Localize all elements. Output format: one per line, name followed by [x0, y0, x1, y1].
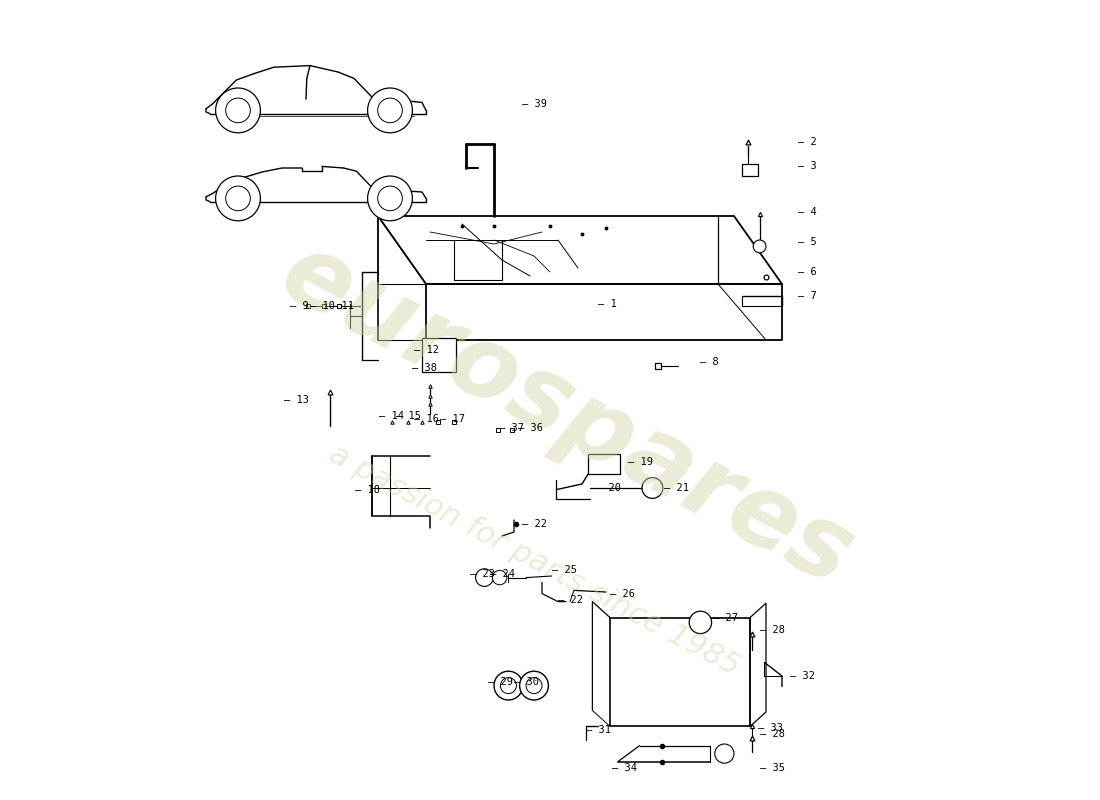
Circle shape — [493, 570, 507, 585]
Text: — 11: — 11 — [329, 301, 354, 310]
Text: — 38: — 38 — [412, 363, 438, 373]
Text: — 29: — 29 — [487, 677, 513, 686]
Text: — 19: — 19 — [628, 458, 653, 467]
Text: — 8: — 8 — [701, 357, 719, 366]
Circle shape — [475, 569, 493, 586]
Text: — 34: — 34 — [613, 763, 637, 773]
Text: — 22: — 22 — [522, 519, 547, 529]
Text: a passion for parts since 1985: a passion for parts since 1985 — [323, 439, 745, 681]
Text: — 10: — 10 — [310, 301, 336, 310]
Text: — 28: — 28 — [760, 730, 784, 739]
Text: — 15: — 15 — [396, 411, 421, 421]
Text: — 30: — 30 — [514, 677, 539, 686]
Circle shape — [226, 186, 251, 210]
Text: — 36: — 36 — [518, 423, 543, 433]
Text: — 26: — 26 — [610, 589, 635, 598]
Text: — 14: — 14 — [378, 411, 404, 421]
Circle shape — [690, 611, 712, 634]
Text: — 20: — 20 — [596, 483, 622, 493]
Text: — 9: — 9 — [290, 301, 309, 310]
Text: — 33: — 33 — [758, 723, 783, 733]
Text: — 22: — 22 — [558, 595, 583, 605]
Circle shape — [216, 88, 261, 133]
Text: — 13: — 13 — [285, 395, 309, 405]
Circle shape — [500, 678, 516, 694]
Text: — 21: — 21 — [664, 483, 690, 493]
Text: — 28: — 28 — [760, 626, 784, 635]
Circle shape — [754, 240, 766, 253]
Text: — 35: — 35 — [760, 763, 784, 773]
Circle shape — [377, 186, 403, 210]
Circle shape — [367, 88, 412, 133]
Text: — 17: — 17 — [440, 414, 464, 424]
Text: — 12: — 12 — [414, 345, 439, 354]
Bar — [422, 338, 455, 372]
Circle shape — [226, 98, 251, 122]
Text: eurospares: eurospares — [264, 225, 868, 607]
Text: — 24: — 24 — [490, 569, 515, 578]
Bar — [588, 454, 620, 474]
Circle shape — [642, 478, 663, 498]
Circle shape — [377, 98, 403, 122]
Circle shape — [519, 671, 549, 700]
Circle shape — [526, 678, 542, 694]
Text: — 7: — 7 — [798, 291, 816, 301]
Text: — 4: — 4 — [798, 207, 816, 217]
Text: — 2: — 2 — [798, 138, 816, 147]
Text: — 37: — 37 — [498, 423, 524, 433]
Text: — 1: — 1 — [598, 299, 617, 309]
Text: — 27: — 27 — [713, 613, 738, 622]
Text: — 5: — 5 — [798, 237, 816, 246]
Circle shape — [715, 744, 734, 763]
Text: — 32: — 32 — [790, 671, 815, 681]
Text: — 3: — 3 — [798, 161, 816, 170]
Text: — 25: — 25 — [551, 565, 576, 574]
Text: — 31: — 31 — [586, 725, 611, 734]
Text: — 16: — 16 — [414, 414, 439, 424]
Text: — 6: — 6 — [798, 267, 816, 277]
Text: — 23: — 23 — [470, 569, 495, 578]
Text: — 18: — 18 — [355, 485, 380, 494]
Circle shape — [494, 671, 522, 700]
Circle shape — [216, 176, 261, 221]
Text: — 39: — 39 — [522, 99, 547, 109]
Circle shape — [367, 176, 412, 221]
